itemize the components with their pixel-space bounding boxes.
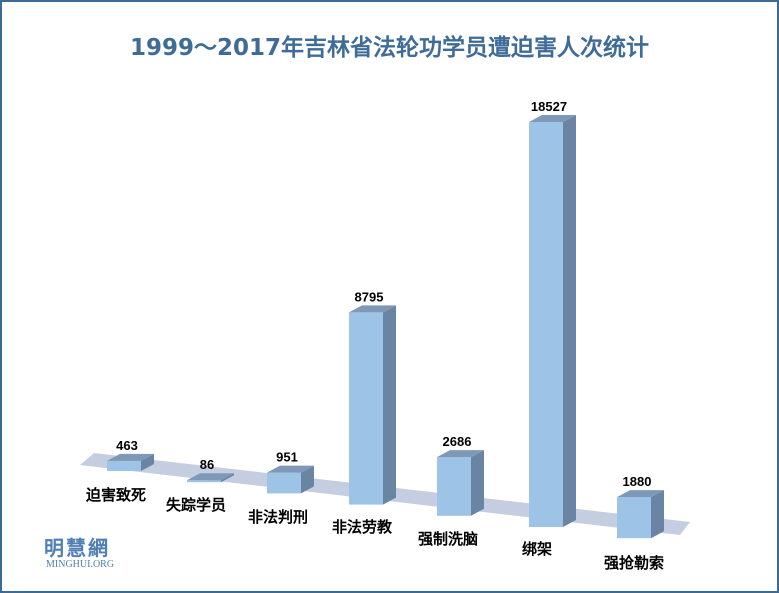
bar-top-0	[107, 453, 154, 461]
bar-side-2	[301, 465, 314, 494]
bar-top-5	[529, 115, 576, 122]
data-label-0: 463	[116, 438, 138, 453]
data-label-3: 8795	[355, 289, 384, 304]
data-label-2: 951	[276, 450, 298, 465]
data-label-1: 86	[200, 457, 214, 472]
bar-4	[437, 457, 471, 516]
bar-side-6	[651, 490, 664, 539]
bar-3	[349, 312, 383, 505]
x-tick-label-0: 迫害致死	[86, 486, 146, 504]
bar-6	[617, 497, 651, 539]
x-tick-label-2: 非法判刑	[248, 508, 308, 526]
x-tick-label-5: 绑架	[522, 540, 552, 558]
bar-side-5	[563, 115, 576, 527]
bar-top-3	[349, 305, 396, 313]
bar-top-2	[267, 465, 314, 473]
bar-top-6	[617, 490, 664, 498]
bar-side-4	[471, 450, 484, 516]
minghui-site: MINGHUI.ORG	[46, 559, 115, 570]
bar-side-0	[141, 453, 154, 471]
data-label-6: 1880	[623, 474, 652, 489]
bar-top-1	[187, 473, 234, 481]
bar-top-4	[437, 450, 484, 458]
x-tick-label-3: 非法劳教	[332, 518, 393, 536]
bar-side-1	[221, 473, 234, 483]
bar-5	[529, 122, 563, 527]
minghui-logo: 明慧網	[44, 536, 110, 560]
x-tick-label-4: 强制洗脑	[418, 530, 478, 548]
data-label-4: 2686	[443, 434, 472, 449]
bar-side-3	[383, 305, 396, 505]
chart-title: 1999～2017年吉林省法轮功学员遭迫害人次统计	[129, 35, 650, 61]
bar-1	[187, 480, 221, 483]
bar-2	[267, 472, 301, 494]
data-label-5: 18527	[531, 99, 567, 114]
bar-0	[107, 460, 141, 471]
x-tick-label-1: 失踪学员	[166, 496, 226, 514]
x-tick-label-6: 强抢勒索	[604, 554, 664, 572]
